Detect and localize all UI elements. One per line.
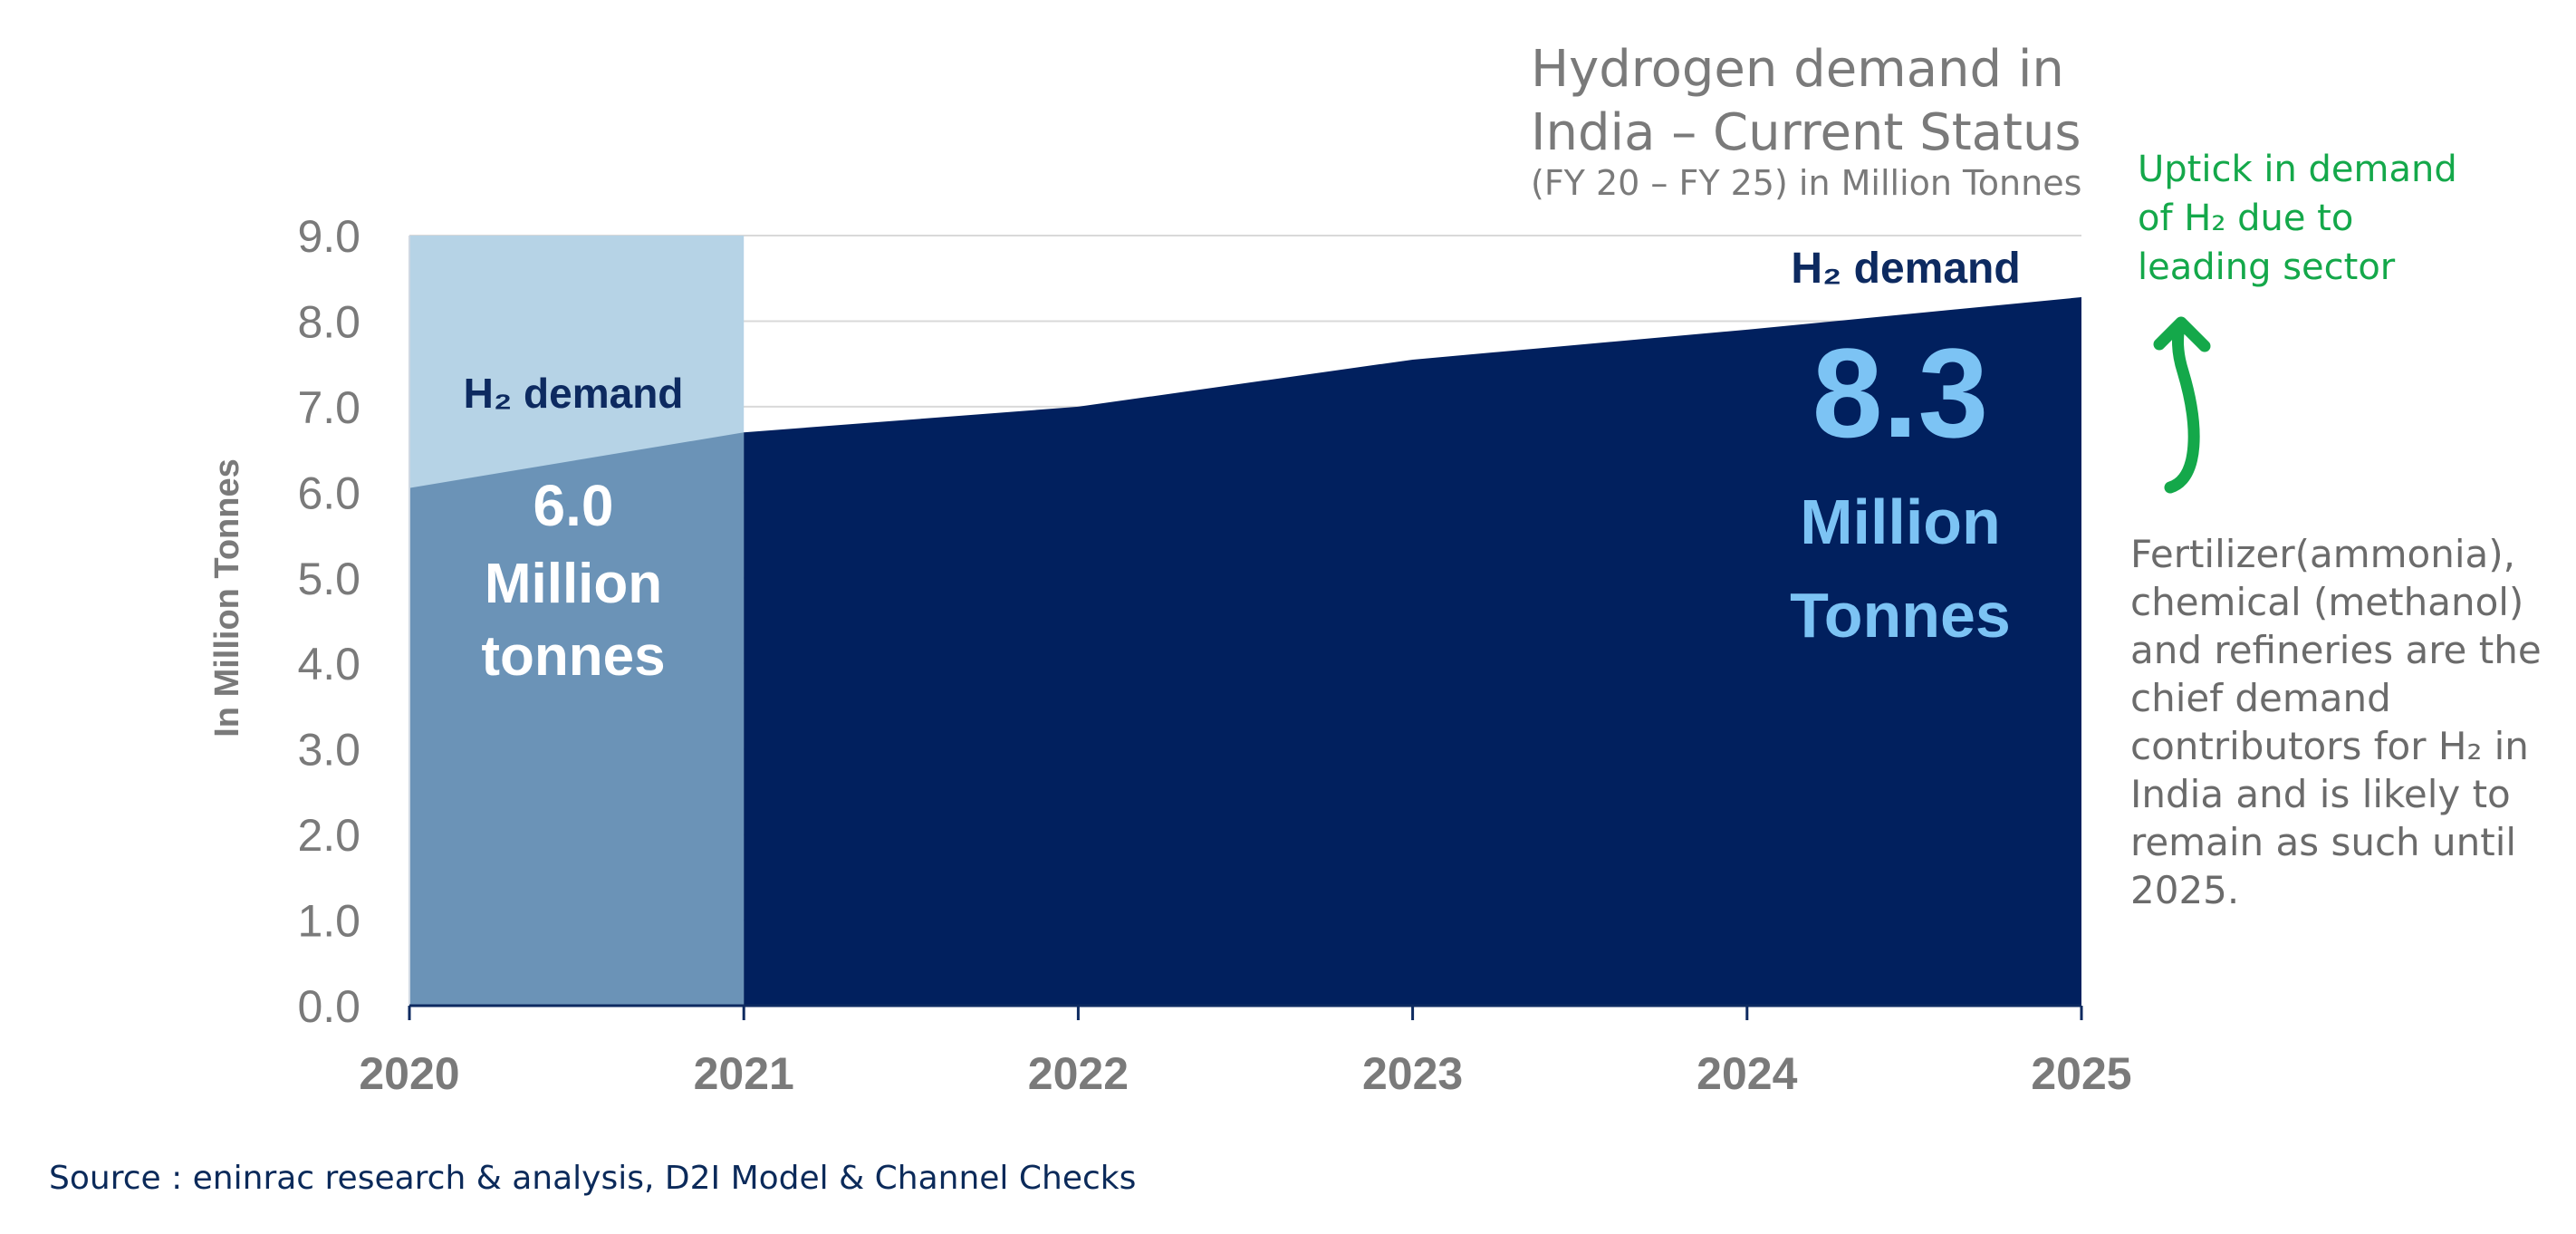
explanation-line-4: chief demand: [2130, 676, 2391, 720]
x-tick-label: 2020: [359, 1048, 459, 1099]
y-tick-label: 3.0: [297, 725, 360, 776]
left-demand-unit-1: Million: [485, 553, 662, 615]
explanation-line-8: 2025.: [2130, 868, 2240, 912]
x-tick-labels: 2020 2021 2022 2023 2024 2025: [359, 1048, 2131, 1099]
explanation-note: Fertilizer(ammonia), chemical (methanol)…: [2130, 530, 2542, 914]
x-tick-label: 2024: [1697, 1048, 1797, 1099]
right-demand-label: H₂ demand: [1791, 245, 2020, 293]
y-tick-label: 6.0: [297, 468, 360, 518]
axes: [408, 236, 2083, 1020]
fy20-highlight: [409, 236, 745, 1006]
explanation-line-3: and refineries are the: [2130, 628, 2542, 672]
right-demand-unit-2: Tonnes: [1790, 580, 2011, 651]
demand-area: [409, 296, 2082, 1006]
left-demand-unit-2: tonnes: [481, 625, 665, 688]
y-tick-label: 8.0: [297, 296, 360, 347]
explanation-line-7: remain as such until: [2130, 820, 2517, 864]
right-demand-value: 8.3: [1812, 322, 1989, 464]
uptick-line-1: Uptick in demand: [2138, 149, 2457, 190]
left-demand-value: 6.0: [533, 473, 614, 538]
demand-area-fill: [744, 297, 2082, 1006]
explanation-line-5: contributors for H₂ in: [2130, 724, 2529, 768]
x-tick-label: 2022: [1028, 1048, 1129, 1099]
y-tick-label: 7.0: [297, 382, 360, 433]
right-demand-unit-1: Million: [1800, 487, 2001, 557]
y-tick-label: 5.0: [297, 554, 360, 604]
chart-title-line-2: India – Current Status: [1531, 103, 2081, 162]
chart-title: Hydrogen demand in India – Current Statu…: [1531, 38, 2081, 165]
uptick-line-3: leading sector: [2138, 246, 2396, 288]
source-note: Source : eninrac research & analysis, D2…: [49, 1160, 1137, 1197]
y-axis-title: In Million Tonnes: [208, 458, 246, 738]
chart-subtitle: (FY 20 – FY 25) in Million Tonnes: [1531, 163, 2082, 203]
explanation-line-2: chemical (methanol): [2130, 580, 2524, 624]
x-tick-label: 2025: [2031, 1048, 2131, 1099]
y-tick-label: 0.0: [297, 981, 360, 1032]
up-arrow-icon: [2153, 316, 2211, 494]
chart-title-line-1: Hydrogen demand in: [1531, 40, 2064, 99]
y-tick-label: 2.0: [297, 810, 360, 861]
y-tick-labels: 0.0 1.0 2.0 3.0 4.0 5.0 6.0 7.0 8.0 9.0: [297, 211, 360, 1032]
uptick-line-2: of H₂ due to: [2138, 198, 2354, 239]
x-tick-label: 2021: [694, 1048, 794, 1099]
y-tick-label: 1.0: [297, 896, 360, 947]
uptick-note: Uptick in demand of H₂ due to leading se…: [2138, 145, 2457, 292]
fy20-highlight-fill: [409, 432, 745, 1006]
y-tick-label: 4.0: [297, 639, 360, 689]
explanation-line-1: Fertilizer(ammonia),: [2130, 532, 2516, 576]
y-tick-label: 9.0: [297, 211, 360, 262]
explanation-line-6: India and is likely to: [2130, 772, 2511, 816]
x-tick-label: 2023: [1362, 1048, 1463, 1099]
left-demand-label: H₂ demand: [464, 370, 684, 417]
